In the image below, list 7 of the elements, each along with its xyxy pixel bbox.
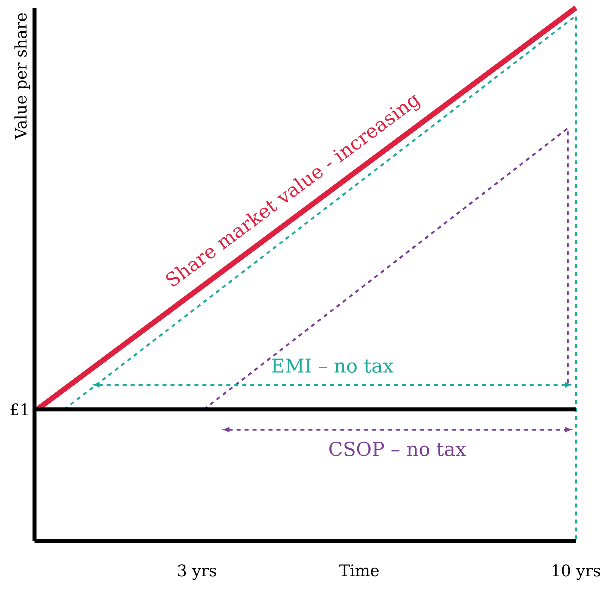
annotation: £1 [10, 404, 28, 416]
x-axis-title: Time [340, 564, 379, 577]
series-label: CSOP – no tax [330, 442, 466, 456]
x-tick-label: 10 yrs [552, 564, 600, 580]
series-label: EMI – no tax [272, 358, 394, 374]
x-tick-label: 3 yrs [178, 564, 216, 580]
y-axis-title: Value per share [14, 14, 30, 140]
